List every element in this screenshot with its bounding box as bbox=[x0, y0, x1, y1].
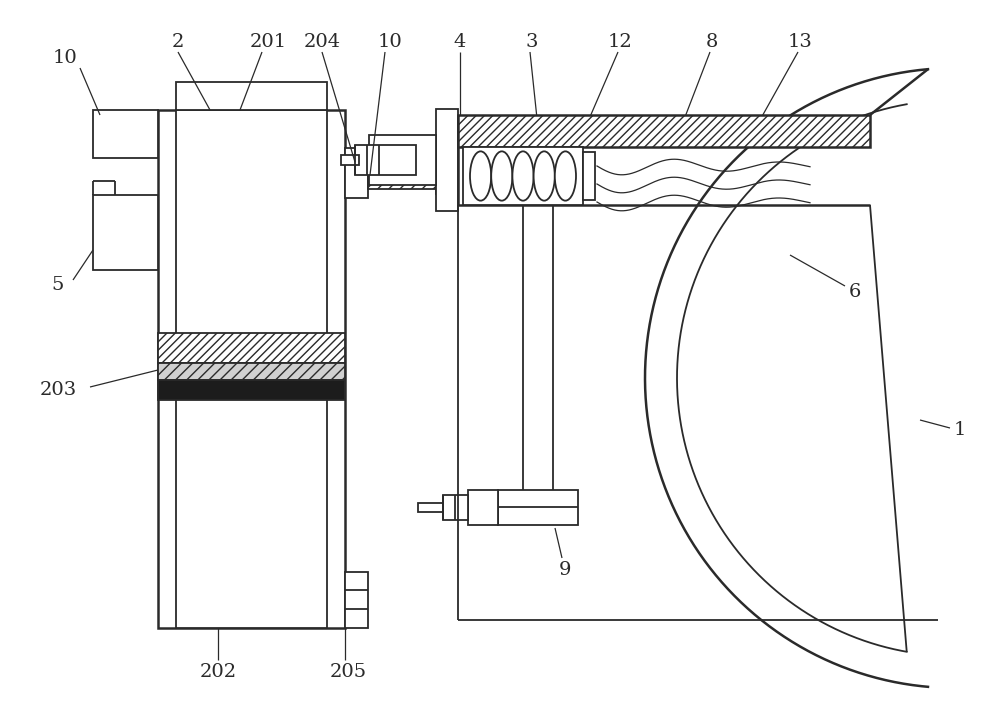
Text: 3: 3 bbox=[526, 33, 538, 51]
Bar bbox=[345, 572, 368, 628]
Ellipse shape bbox=[512, 152, 534, 201]
Text: 205: 205 bbox=[329, 663, 367, 681]
Text: 9: 9 bbox=[559, 561, 571, 579]
Bar bbox=[158, 363, 345, 380]
Bar bbox=[93, 110, 158, 158]
Bar bbox=[436, 152, 451, 194]
Bar bbox=[158, 380, 345, 400]
Text: 10: 10 bbox=[378, 33, 402, 51]
Bar bbox=[463, 147, 583, 205]
Bar bbox=[436, 109, 458, 211]
Bar bbox=[468, 490, 498, 525]
Bar bbox=[368, 157, 436, 189]
Bar bbox=[443, 495, 468, 520]
Text: 5: 5 bbox=[52, 276, 64, 294]
Text: 13: 13 bbox=[788, 33, 812, 51]
Ellipse shape bbox=[555, 152, 576, 201]
Text: 6: 6 bbox=[849, 283, 861, 301]
Ellipse shape bbox=[470, 152, 491, 201]
Bar bbox=[418, 503, 443, 512]
Bar bbox=[158, 333, 345, 363]
Text: 10: 10 bbox=[53, 49, 77, 67]
Text: 201: 201 bbox=[249, 33, 287, 51]
Text: 12: 12 bbox=[608, 33, 632, 51]
Bar bbox=[345, 148, 368, 198]
Bar bbox=[341, 155, 359, 165]
Bar bbox=[583, 152, 595, 200]
Text: 4: 4 bbox=[454, 33, 466, 51]
Bar bbox=[176, 82, 327, 110]
Bar bbox=[369, 135, 436, 185]
Text: 2: 2 bbox=[172, 33, 184, 51]
Bar bbox=[355, 145, 416, 175]
Text: 203: 203 bbox=[39, 381, 77, 399]
Ellipse shape bbox=[534, 152, 555, 201]
Bar bbox=[158, 110, 345, 628]
Text: 202: 202 bbox=[199, 663, 237, 681]
Bar bbox=[176, 110, 327, 628]
Text: 8: 8 bbox=[706, 33, 718, 51]
Ellipse shape bbox=[491, 152, 512, 201]
Bar bbox=[458, 115, 870, 147]
Text: 204: 204 bbox=[303, 33, 341, 51]
Bar bbox=[93, 195, 158, 270]
Bar bbox=[498, 490, 578, 525]
Text: 1: 1 bbox=[954, 421, 966, 439]
